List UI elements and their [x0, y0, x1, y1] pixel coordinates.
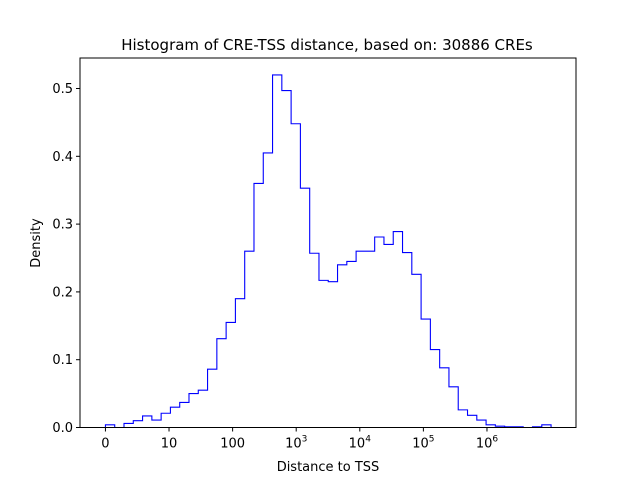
x-tick-label: 103 [285, 435, 307, 452]
x-tick-label: 104 [349, 435, 372, 452]
y-tick-label: 0.4 [52, 150, 73, 165]
y-tick-label: 0.2 [52, 285, 73, 300]
x-axis-label: Distance to TSS [277, 460, 380, 475]
chart-title: Histogram of CRE-TSS distance, based on:… [121, 36, 533, 54]
axes-frame [79, 57, 577, 428]
x-axis: 0 10 100 103 104 105 106 [101, 427, 499, 452]
x-tick-label: 105 [412, 435, 434, 452]
y-axis-label: Density [29, 218, 44, 268]
y-tick-label: 0.3 [52, 218, 73, 233]
histogram-step-line [104, 74, 552, 429]
y-tick-label: 0.1 [52, 353, 73, 368]
x-tick-label: 100 [220, 437, 245, 452]
x-tick-label: 10 [161, 437, 178, 452]
x-tick-label: 106 [476, 435, 499, 452]
y-tick-label: 0.0 [52, 421, 73, 436]
y-axis: 0.0 0.1 0.2 0.3 0.4 0.5 [52, 82, 80, 436]
y-tick-label: 0.5 [52, 82, 73, 97]
x-tick-label: 0 [101, 437, 109, 452]
plot-area [79, 57, 577, 429]
